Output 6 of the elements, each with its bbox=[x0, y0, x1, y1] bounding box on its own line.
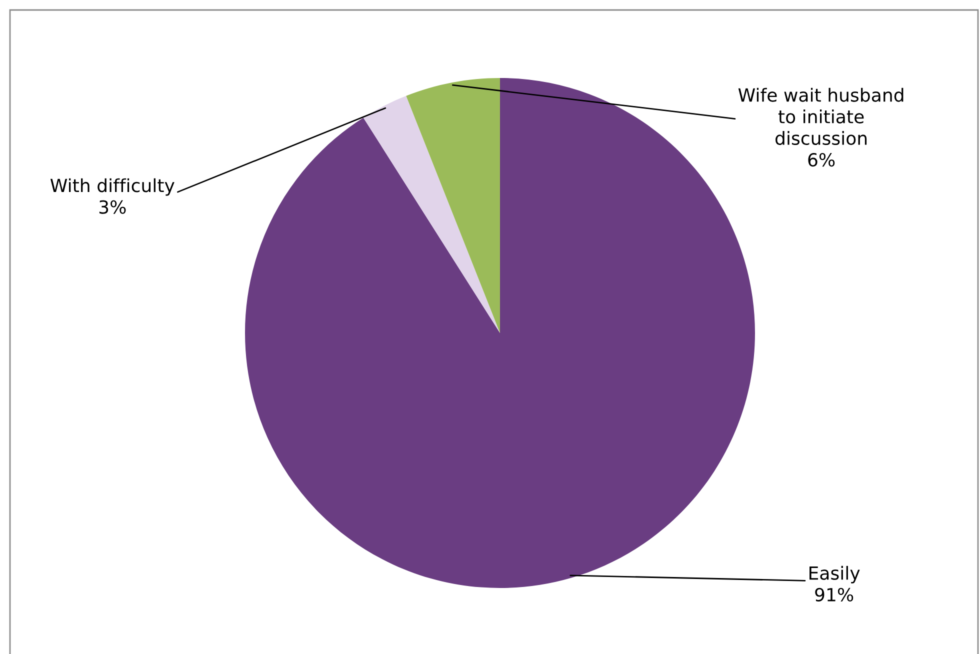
slice-label: With difficulty bbox=[50, 178, 174, 196]
data-label: 6% bbox=[808, 152, 835, 167]
data-label: 91% bbox=[815, 588, 854, 602]
slice-label: Easily bbox=[810, 566, 860, 584]
data-label: 3% bbox=[99, 200, 126, 214]
slice-label: Wife wait husband to initiate discussion bbox=[738, 88, 904, 146]
